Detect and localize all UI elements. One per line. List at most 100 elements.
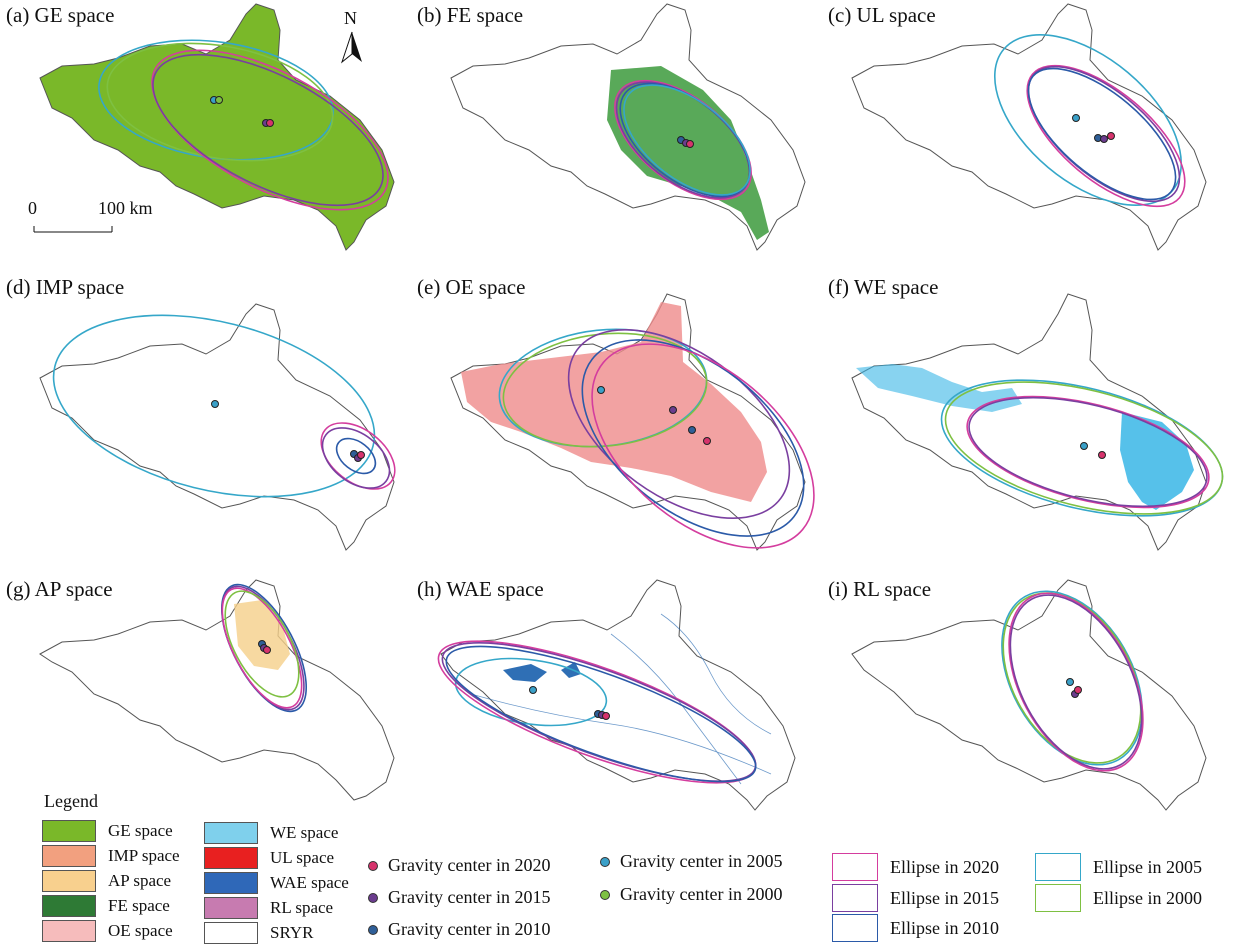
gc-2020-f [1098, 451, 1106, 459]
map-g [39, 579, 395, 801]
legend-item: UL space [204, 847, 334, 869]
wae-lakes [503, 662, 581, 682]
legend-label: Ellipse in 2010 [890, 917, 999, 938]
gravity-centers-b [677, 136, 694, 148]
legend-title: Legend [44, 791, 98, 811]
ellipse-swatch [1035, 853, 1081, 881]
ellipse-group-f [940, 379, 1224, 517]
legend-label: Gravity center in 2010 [388, 919, 551, 939]
map-a [33, 3, 395, 251]
panel-title: (f) WE space [828, 275, 939, 299]
gravity-dot-icon [368, 860, 378, 871]
gc-2020-b [686, 140, 694, 148]
sryr-region [39, 3, 395, 251]
legend-label: RL space [270, 898, 334, 917]
ellipse-2010-d [335, 437, 377, 475]
gc-2020-h [602, 712, 610, 720]
panel-e: (e) OE space [411, 272, 822, 572]
ellipse-2005-i [1001, 590, 1143, 766]
legend-item: WAE space [204, 872, 349, 894]
sryr-outline [39, 579, 395, 801]
panel-d: (d) IMP space [0, 272, 411, 572]
panel-title: (d) IMP space [6, 275, 125, 299]
oe-patches [461, 302, 767, 502]
gc-2015-c [1100, 135, 1108, 143]
map-i [851, 579, 1207, 811]
legend-item: GE space [42, 820, 173, 842]
we-patches-west [856, 364, 1022, 412]
gc-2010-e [688, 426, 696, 434]
legend-label: SRYR [270, 923, 314, 942]
ellipse-2015-i [1009, 594, 1143, 770]
sryr-outline [440, 579, 796, 811]
ellipse-2000-a [106, 42, 334, 162]
panel-i: (i) RL space [822, 574, 1233, 874]
legend-item: IMP space [42, 845, 180, 867]
panel-f: (f) WE space [822, 272, 1233, 572]
gravity-dot-icon [368, 924, 378, 935]
ellipse-2000-i [1002, 592, 1142, 764]
legend-ellipse-item: Ellipse in 2000 [1035, 884, 1202, 912]
map-b [450, 3, 806, 251]
legend-swatch [42, 895, 96, 917]
ellipse-2020-d [320, 422, 396, 490]
legend-gravity-item: Gravity center in 2000 [600, 884, 782, 905]
legend-item: OE space [42, 920, 173, 942]
gc-2020-d [357, 451, 365, 459]
legend-swatch [204, 897, 258, 919]
gc-2000-a [215, 96, 223, 104]
scale-distance-label: 100 km [98, 198, 153, 218]
ellipse-swatch [1035, 884, 1081, 912]
ellipse-swatch [832, 884, 878, 912]
legend-label: Gravity center in 2020 [388, 855, 551, 875]
legend-swatch [204, 872, 258, 894]
legend-label: WE space [270, 823, 339, 842]
ellipse-2000-f [944, 381, 1224, 515]
legend-label: OE space [108, 921, 173, 940]
legend-gravity-item: Gravity center in 2010 [368, 919, 550, 940]
gc-2005-c [1072, 114, 1080, 122]
legend-label: AP space [108, 871, 172, 890]
gravity-centers-e [597, 386, 711, 445]
legend-swatch [204, 822, 258, 844]
ellipse-2020-g [221, 587, 303, 709]
ellipse-2010-e [581, 339, 805, 537]
river-3 [660, 613, 772, 735]
gravity-centers-a [210, 96, 274, 127]
ellipse-group-b [614, 79, 752, 201]
gc-2005-d [211, 400, 219, 408]
gc-2020-e [703, 437, 711, 445]
panel-a: (a) GE space N 0 100 km [0, 0, 411, 300]
gravity-dot-icon [368, 892, 378, 903]
sryr-outline [851, 579, 1207, 811]
legend-gravity-item: Gravity center in 2015 [368, 887, 550, 908]
ellipse-2010-c [1027, 67, 1177, 201]
legend-item: WE space [204, 822, 338, 844]
legend-ellipse-item: Ellipse in 2010 [832, 914, 999, 942]
ellipse-2020-f [966, 395, 1210, 509]
legend-label: Gravity center in 2015 [388, 887, 551, 907]
legend-label: Ellipse in 2000 [1093, 887, 1202, 908]
sryr-outline [851, 3, 1207, 251]
panel-title: (b) FE space [417, 3, 524, 27]
legend-item: FE space [42, 895, 170, 917]
ellipse-2020-c [1026, 64, 1186, 208]
panel-h: (h) WAE space [411, 574, 822, 874]
ellipse-2000-g [224, 590, 300, 698]
legend-gravity-item: Gravity center in 2020 [368, 855, 550, 876]
ellipse-2005-b [623, 84, 751, 196]
legend-label: GE space [108, 821, 173, 840]
gc-2015-e [669, 406, 677, 414]
legend-swatch [204, 922, 258, 944]
legend-label: Ellipse in 2015 [890, 887, 999, 908]
ellipse-group-c [993, 34, 1186, 208]
legend-ellipse-item: Ellipse in 2020 [832, 853, 999, 881]
gravity-dot-icon [600, 856, 610, 867]
legend-item: AP space [42, 870, 171, 892]
ellipse-2020-e [591, 343, 815, 549]
gc-2005-i [1066, 678, 1074, 686]
legend-label: Ellipse in 2005 [1093, 856, 1202, 877]
legend-swatch [42, 920, 96, 942]
ellipse-group-h [437, 640, 757, 784]
ellipse-2005-d [52, 314, 376, 498]
